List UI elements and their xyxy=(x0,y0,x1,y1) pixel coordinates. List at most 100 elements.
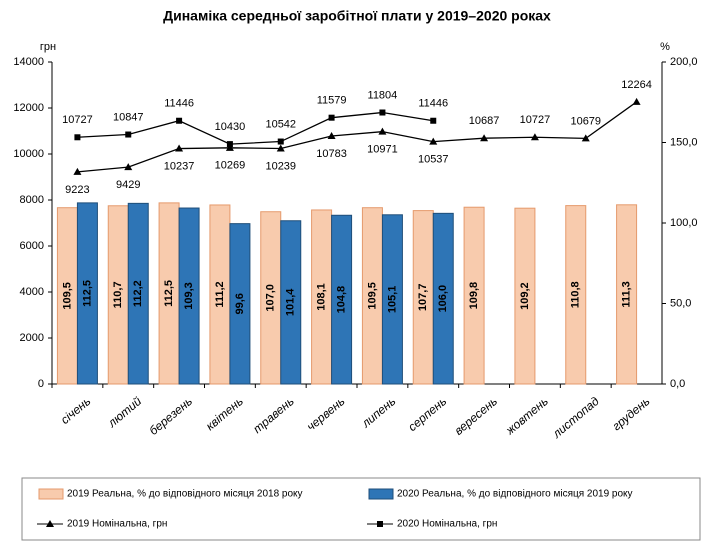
bar xyxy=(514,207,536,385)
line-marker xyxy=(378,127,387,135)
line-value-label: 12264 xyxy=(621,79,652,91)
line-value-label: 10542 xyxy=(265,118,296,130)
line-value-label: 10237 xyxy=(164,160,195,172)
bar-value-label: 101,4 xyxy=(285,288,297,316)
bar xyxy=(127,202,149,385)
line-marker xyxy=(74,134,81,141)
line-marker xyxy=(377,521,383,527)
bar-value-label: 112,2 xyxy=(132,280,144,307)
bar-value-label: 109,2 xyxy=(519,282,531,310)
y-tick-label: 0 xyxy=(38,378,44,390)
x-tick-label: травень xyxy=(250,394,296,436)
x-tick-label: вересень xyxy=(452,394,500,438)
line-marker xyxy=(277,138,284,145)
line-value-label: 10727 xyxy=(520,114,551,126)
bar xyxy=(76,202,98,385)
bar xyxy=(616,204,638,385)
y-tick-label: 10000 xyxy=(13,148,44,160)
bar xyxy=(280,220,302,385)
line-marker xyxy=(124,163,133,171)
line xyxy=(77,101,637,173)
bar xyxy=(565,205,587,385)
line-marker xyxy=(226,141,233,148)
line-value-label: 11446 xyxy=(418,98,448,110)
line-value-label: 11804 xyxy=(368,89,398,101)
legend-label: 2019 Номінальна, грн xyxy=(67,519,167,530)
bar-value-label: 112,5 xyxy=(81,280,93,307)
line-marker xyxy=(176,117,183,124)
y2-tick-label: 200,0 xyxy=(670,56,698,68)
bar xyxy=(463,206,485,385)
bar-value-label: 109,8 xyxy=(468,282,480,310)
y2-tick-label: 0,0 xyxy=(670,378,685,390)
line-marker xyxy=(125,131,132,138)
bar-value-label: 99,6 xyxy=(234,293,246,314)
line-value-label: 10239 xyxy=(265,160,296,172)
line-marker xyxy=(46,520,54,527)
x-tick-label: липень xyxy=(358,394,398,431)
x-tick-label: листопад xyxy=(549,394,602,442)
bar xyxy=(178,207,200,385)
line-marker xyxy=(632,97,641,105)
line-marker xyxy=(581,134,590,142)
bar-value-label: 110,8 xyxy=(570,281,582,308)
bar xyxy=(229,223,251,385)
y-tick-label: 14000 xyxy=(13,56,44,68)
line-value-label: 10679 xyxy=(570,115,601,127)
x-tick-label: червень xyxy=(304,394,348,434)
line-value-label: 9429 xyxy=(116,179,140,191)
x-tick-label: березень xyxy=(146,394,195,438)
bar-value-label: 106,0 xyxy=(437,285,449,313)
line xyxy=(77,111,434,145)
line-value-label: 10269 xyxy=(215,160,246,172)
bar-value-label: 109,3 xyxy=(183,282,195,310)
line-value-label: 10537 xyxy=(418,154,449,166)
y-axis-unit: грн xyxy=(40,41,56,53)
y2-tick-label: 100,0 xyxy=(670,217,698,229)
legend-label: 2019 Реальна, % до відповідного місяця 2… xyxy=(67,489,303,500)
bar-value-label: 107,0 xyxy=(265,284,277,312)
bar xyxy=(432,212,454,385)
x-tick-label: грудень xyxy=(610,394,653,433)
bar-value-label: 112,5 xyxy=(163,280,175,307)
line-value-label: 10971 xyxy=(367,144,398,156)
x-tick-label: квітень xyxy=(203,394,246,433)
line-value-label: 10687 xyxy=(469,115,500,127)
line-value-label: 9223 xyxy=(65,184,89,196)
x-tick-label: лютий xyxy=(104,394,144,431)
bar-value-label: 111,2 xyxy=(214,281,226,307)
line-marker xyxy=(175,144,184,152)
legend-swatch xyxy=(38,488,64,500)
bar-value-label: 108,1 xyxy=(315,283,327,311)
line-marker xyxy=(530,133,539,141)
x-tick-label: січень xyxy=(58,394,93,427)
x-tick-label: серпень xyxy=(405,394,449,434)
line-value-label: 11579 xyxy=(317,95,347,107)
line-marker xyxy=(276,144,285,152)
bar-value-label: 105,1 xyxy=(386,286,398,314)
line-value-label: 11446 xyxy=(164,98,194,110)
y-tick-label: 8000 xyxy=(20,194,44,206)
legend-label: 2020 Реальна, % до відповідного місяця 2… xyxy=(397,489,633,500)
x-tick-label: жовтень xyxy=(502,394,551,438)
y-tick-label: 12000 xyxy=(13,102,44,114)
line-marker xyxy=(225,143,234,151)
line-marker xyxy=(73,167,82,175)
bar xyxy=(381,214,403,385)
chart-title: Динаміка середньої заробітної плати у 20… xyxy=(163,8,551,24)
y-tick-label: 6000 xyxy=(20,240,44,252)
legend-box xyxy=(21,477,701,541)
line-marker xyxy=(430,117,437,124)
y2-axis-unit: % xyxy=(660,41,670,53)
line-marker xyxy=(429,137,438,145)
line-value-label: 10847 xyxy=(113,111,144,123)
bar xyxy=(331,214,353,385)
line-marker xyxy=(379,109,386,116)
bar-value-label: 104,8 xyxy=(335,286,347,314)
bar-value-label: 111,3 xyxy=(620,281,632,307)
line-value-label: 10783 xyxy=(316,148,347,160)
legend-swatch xyxy=(368,488,394,500)
line-marker xyxy=(327,131,336,139)
legend-label: 2020 Номінальна, грн xyxy=(397,519,497,530)
